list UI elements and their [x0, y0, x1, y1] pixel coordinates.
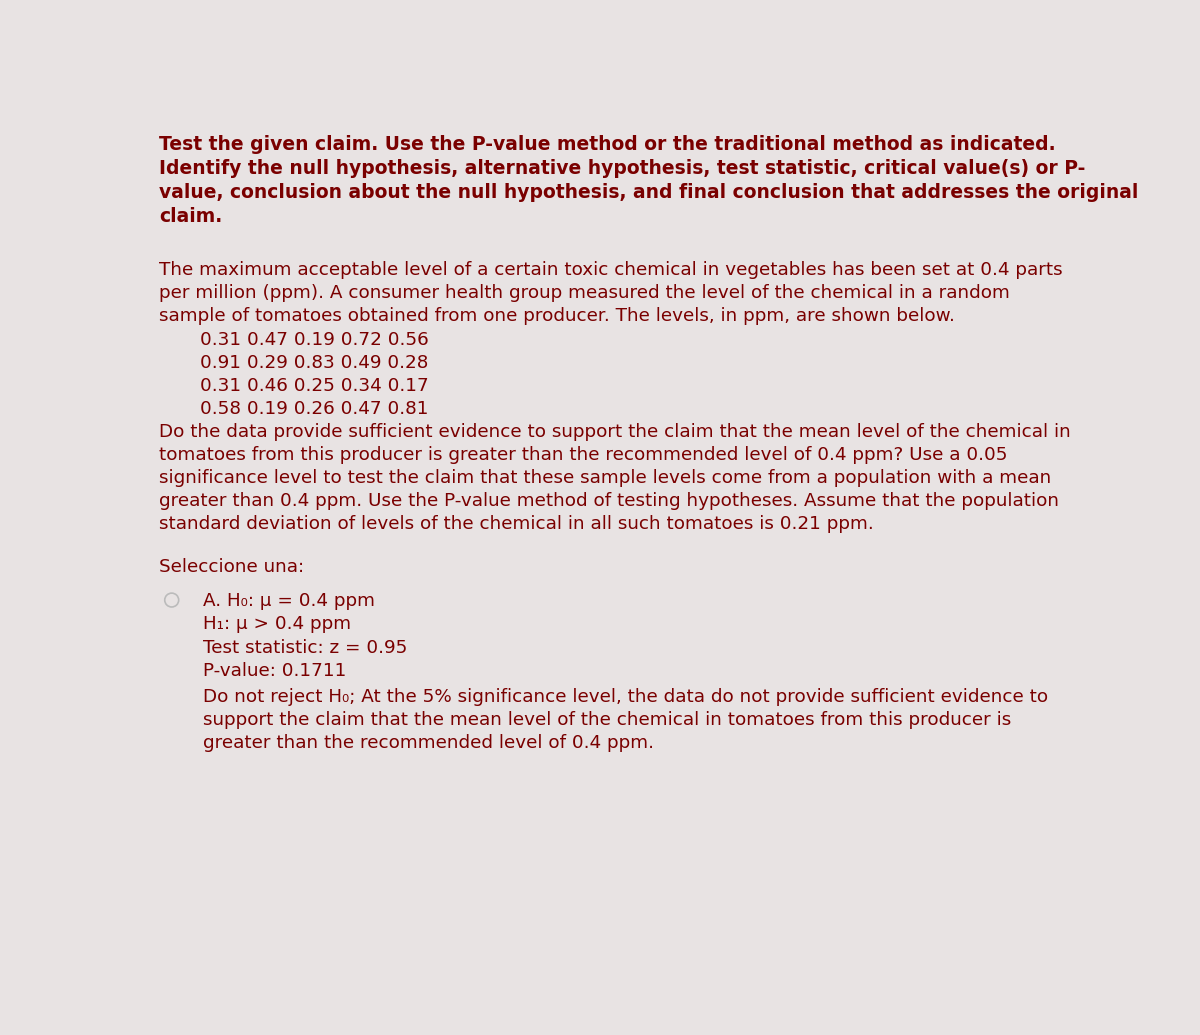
Text: tomatoes from this producer is greater than the recommended level of 0.4 ppm? Us: tomatoes from this producer is greater t…	[160, 446, 1008, 464]
Text: claim.: claim.	[160, 207, 222, 226]
Text: significance level to test the claim that these sample levels come from a popula: significance level to test the claim tha…	[160, 469, 1051, 487]
Text: Test the given claim. Use the P-value method or the traditional method as indica: Test the given claim. Use the P-value me…	[160, 135, 1056, 154]
Text: A. H₀: μ = 0.4 ppm: A. H₀: μ = 0.4 ppm	[203, 592, 374, 611]
Text: Do not reject H₀; At the 5% significance level, the data do not provide sufficie: Do not reject H₀; At the 5% significance…	[203, 688, 1048, 706]
Text: sample of tomatoes obtained from one producer. The levels, in ppm, are shown bel: sample of tomatoes obtained from one pro…	[160, 307, 955, 325]
Text: 0.91 0.29 0.83 0.49 0.28: 0.91 0.29 0.83 0.49 0.28	[200, 354, 428, 372]
Text: H₁: μ > 0.4 ppm: H₁: μ > 0.4 ppm	[203, 616, 350, 633]
Text: 0.31 0.47 0.19 0.72 0.56: 0.31 0.47 0.19 0.72 0.56	[200, 330, 430, 349]
Text: Identify the null hypothesis, alternative hypothesis, test statistic, critical v: Identify the null hypothesis, alternativ…	[160, 158, 1086, 178]
Text: 0.31 0.46 0.25 0.34 0.17: 0.31 0.46 0.25 0.34 0.17	[200, 377, 430, 394]
Text: The maximum acceptable level of a certain toxic chemical in vegetables has been : The maximum acceptable level of a certai…	[160, 261, 1063, 279]
Text: Do the data provide sufficient evidence to support the claim that the mean level: Do the data provide sufficient evidence …	[160, 423, 1072, 441]
Text: P-value: 0.1711: P-value: 0.1711	[203, 661, 346, 680]
Text: support the claim that the mean level of the chemical in tomatoes from this prod: support the claim that the mean level of…	[203, 711, 1010, 729]
Text: 0.58 0.19 0.26 0.47 0.81: 0.58 0.19 0.26 0.47 0.81	[200, 400, 428, 418]
Text: greater than the recommended level of 0.4 ppm.: greater than the recommended level of 0.…	[203, 734, 654, 752]
Text: standard deviation of levels of the chemical in all such tomatoes is 0.21 ppm.: standard deviation of levels of the chem…	[160, 515, 874, 533]
Text: per million (ppm). A consumer health group measured the level of the chemical in: per million (ppm). A consumer health gro…	[160, 285, 1010, 302]
Text: Test statistic: z = 0.95: Test statistic: z = 0.95	[203, 639, 407, 656]
Text: value, conclusion about the null hypothesis, and final conclusion that addresses: value, conclusion about the null hypothe…	[160, 183, 1139, 202]
Text: Seleccione una:: Seleccione una:	[160, 559, 305, 576]
Text: greater than 0.4 ppm. Use the P-value method of testing hypotheses. Assume that : greater than 0.4 ppm. Use the P-value me…	[160, 493, 1060, 510]
